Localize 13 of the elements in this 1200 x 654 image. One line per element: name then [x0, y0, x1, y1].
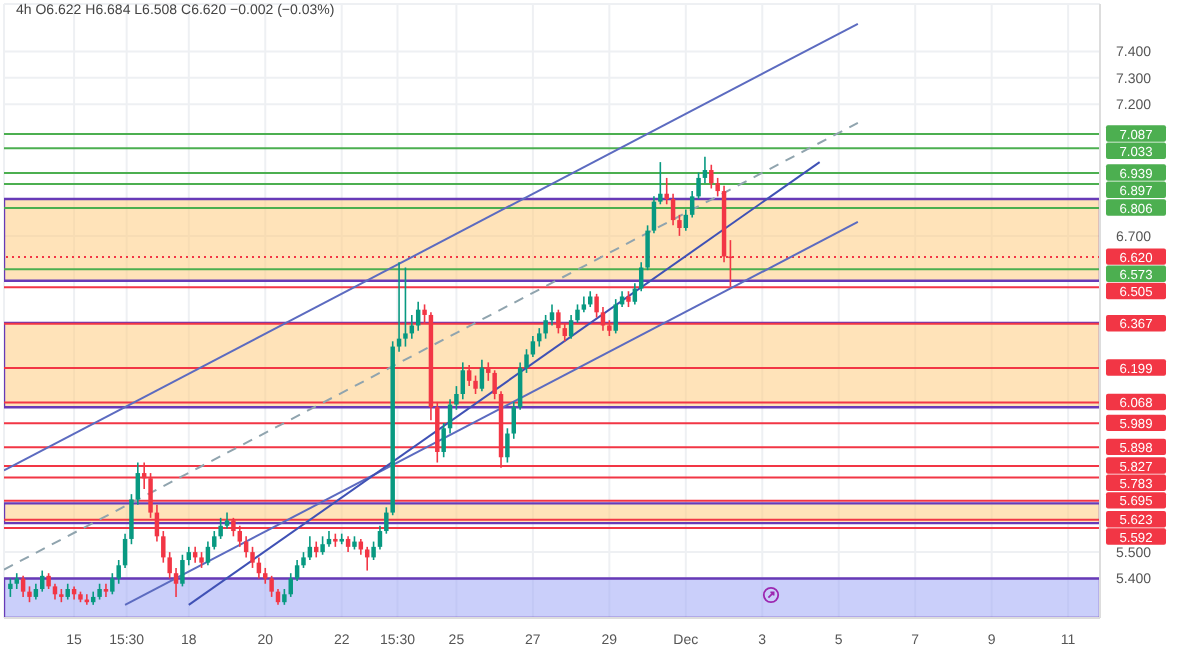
candlestick: [320, 535, 325, 556]
candlestick: [8, 577, 13, 598]
candlestick: [568, 314, 574, 340]
candlestick: [180, 553, 185, 588]
candlestick: [549, 303, 555, 327]
candlestick: [20, 575, 26, 598]
candlestick: [709, 163, 714, 190]
candlestick: [613, 298, 618, 335]
candlestick: [103, 582, 109, 598]
candlestick: [403, 266, 408, 348]
candlestick: [364, 546, 370, 572]
candlestick: [460, 361, 466, 401]
candlestick: [269, 575, 274, 598]
